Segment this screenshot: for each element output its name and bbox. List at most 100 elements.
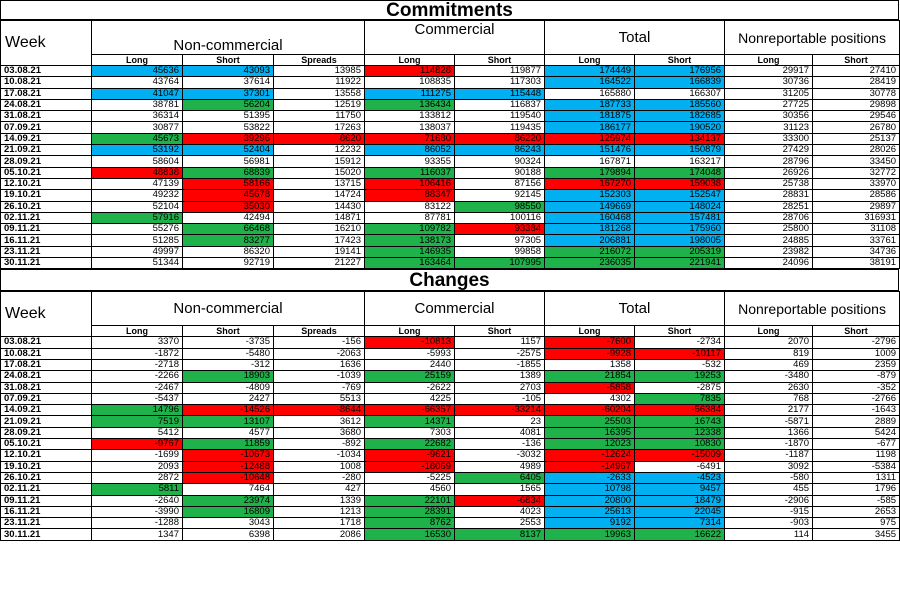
value-cell: 31123	[724, 121, 814, 134]
value-cell: -4523	[634, 471, 726, 485]
value-cell: 1389	[453, 370, 546, 383]
value-cell: 48838	[91, 166, 183, 179]
value-cell: 9457	[634, 483, 726, 496]
value-cell: 7303	[364, 426, 455, 440]
value-cell: 5424	[812, 426, 900, 440]
value-cell: -2575	[453, 347, 546, 360]
value-cell: 4081	[453, 426, 546, 440]
value-cell: 7314	[634, 517, 726, 530]
value-cell: -5858	[544, 381, 636, 394]
table-row: 16.11.21 51285 83277 17423 138173 97305 206881…	[0, 234, 900, 247]
value-cell: 13107	[182, 415, 274, 428]
value-cell: 33761	[812, 234, 900, 247]
col-long: Long	[91, 54, 183, 66]
value-cell: 14796	[91, 404, 183, 417]
value-cell: -15009	[634, 449, 726, 462]
week-cell: 12.10.21	[0, 177, 92, 191]
value-cell: 71680	[364, 132, 455, 146]
value-cell: 99858	[453, 245, 546, 259]
value-cell: 27725	[724, 98, 814, 112]
value-cell: 17423	[273, 234, 365, 247]
commercial-header: Commercial	[363, 20, 546, 55]
value-cell: 9192	[544, 517, 636, 530]
value-cell: -12488	[182, 460, 274, 473]
value-cell: 58166	[182, 177, 274, 191]
value-cell: -2622	[364, 381, 455, 394]
total-header: Total	[544, 291, 726, 327]
table-row: 14.09.21 45673 39296 8620 71680 86220 125974 13…	[0, 132, 900, 146]
value-cell: 36314	[91, 110, 183, 123]
value-cell: 175960	[634, 223, 726, 236]
table-row: 10.08.21 -1872 -5480 -2063 -5993 -2575 -9928 -1…	[0, 347, 900, 360]
value-cell: -5225	[364, 471, 455, 485]
value-cell: 45678	[182, 189, 274, 202]
week-cell: 07.09.21	[0, 392, 92, 406]
value-cell: 86220	[453, 132, 546, 146]
value-cell: 1796	[812, 483, 900, 496]
value-cell: 22101	[364, 494, 455, 507]
col-long: Long	[364, 54, 455, 66]
value-cell: 1636	[273, 358, 365, 372]
value-cell: 21854	[544, 370, 636, 383]
week-cell: 02.11.21	[0, 483, 92, 496]
week-cell: 30.11.21	[0, 257, 92, 270]
value-cell: 11922	[273, 76, 365, 89]
value-cell: -5480	[182, 347, 274, 360]
value-cell: 1718	[273, 517, 365, 530]
value-cell: -352	[812, 381, 900, 394]
value-cell: 49997	[91, 245, 183, 259]
table-row: 23.11.21 -1288 3043 1718 8762 2553 9192 7314 -90…	[0, 517, 900, 530]
value-cell: 176956	[634, 64, 726, 78]
value-cell: -580	[724, 471, 814, 485]
value-cell: 22045	[634, 505, 726, 519]
table-row: 03.08.21 45636 43093 13985 114828 119877 17444…	[0, 64, 900, 78]
nonreportable-header: Nonreportable positions	[724, 20, 900, 55]
value-cell: 66468	[182, 223, 274, 236]
value-cell: 28026	[812, 144, 900, 157]
value-cell: 28706	[724, 211, 814, 225]
table-row: 05.10.21 -9767 11859 -892 22682 -136 12023 1083…	[0, 438, 900, 451]
value-cell: -280	[273, 471, 365, 485]
value-cell: 27410	[812, 64, 900, 78]
value-cell: 19141	[273, 245, 365, 259]
week-cell: 05.10.21	[0, 438, 92, 451]
value-cell: 31205	[724, 87, 814, 100]
value-cell: 115448	[453, 87, 546, 100]
value-cell: -903	[724, 517, 814, 530]
value-cell: 455	[724, 483, 814, 496]
value-cell: 2630	[724, 381, 814, 394]
value-cell: 55276	[91, 223, 183, 236]
value-cell: -1034	[273, 449, 365, 462]
value-cell: 975	[812, 517, 900, 530]
value-cell: 119877	[453, 64, 546, 78]
table-row: 07.09.21 -5437 2427 5513 4225 -105 4302 7835 768…	[0, 392, 900, 406]
value-cell: -9928	[544, 347, 636, 360]
week-cell: 24.08.21	[0, 370, 92, 383]
col-short: Short	[182, 325, 274, 338]
value-cell: 42494	[182, 211, 274, 225]
value-cell: -3480	[724, 370, 814, 383]
value-cell: 2359	[812, 358, 900, 372]
col-spreads: Spreads	[273, 325, 365, 338]
week-cell: 14.09.21	[0, 404, 92, 417]
value-cell: 221941	[634, 257, 726, 270]
value-cell: 11750	[273, 110, 365, 123]
value-cell: 93384	[453, 223, 546, 236]
value-cell: -3735	[182, 336, 274, 349]
value-cell: 57916	[91, 211, 183, 225]
value-cell: 138037	[364, 121, 455, 134]
week-cell: 16.11.21	[0, 505, 92, 519]
nonreportable-header: Nonreportable positions	[724, 291, 900, 327]
col-short: Short	[453, 54, 546, 66]
week-cell: 10.08.21	[0, 347, 92, 360]
value-cell: 152547	[634, 189, 726, 202]
value-cell: 4560	[364, 483, 455, 496]
value-cell: 186177	[544, 121, 636, 134]
value-cell: 1157	[453, 336, 546, 349]
value-cell: 166839	[634, 76, 726, 89]
value-cell: 182685	[634, 110, 726, 123]
value-cell: 19253	[634, 370, 726, 383]
week-header: Week	[0, 20, 92, 66]
value-cell: 7835	[634, 392, 726, 406]
value-cell: 11859	[182, 438, 274, 451]
